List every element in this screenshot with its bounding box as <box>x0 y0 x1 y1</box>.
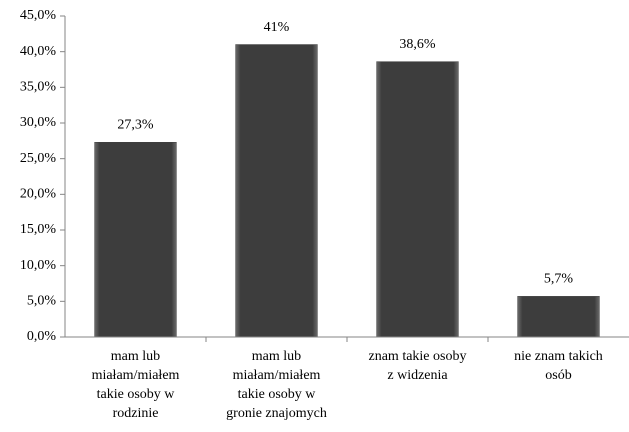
x-tick-label: nie znam takich osób <box>514 349 603 383</box>
x-tick-label: mam lub miałam/miałem takie osoby w rodzini… <box>92 349 180 421</box>
y-tick-label: 20,0% <box>20 187 57 202</box>
x-tick-label: znam takie osoby z widzenia <box>369 349 467 383</box>
bar <box>517 296 600 338</box>
bar <box>376 61 459 338</box>
x-tick-label: mam lub miałam/miałem takie osoby w gronie … <box>226 349 327 421</box>
y-tick-label: 15,0% <box>20 222 57 237</box>
y-tick-label: 35,0% <box>20 80 57 95</box>
data-label: 5,7% <box>544 272 574 287</box>
bar <box>235 44 318 338</box>
y-tick-label: 10,0% <box>20 258 57 273</box>
data-label: 38,6% <box>399 37 436 52</box>
y-tick-label: 45,0% <box>20 8 57 23</box>
data-label: 41% <box>264 20 290 35</box>
y-tick-label: 0,0% <box>27 329 57 344</box>
data-label: 27,3% <box>117 117 154 132</box>
y-tick-label: 30,0% <box>20 115 57 130</box>
y-tick-label: 25,0% <box>20 151 57 166</box>
y-tick-label: 40,0% <box>20 44 57 59</box>
bar <box>94 142 177 338</box>
y-tick-label: 5,0% <box>27 294 57 309</box>
